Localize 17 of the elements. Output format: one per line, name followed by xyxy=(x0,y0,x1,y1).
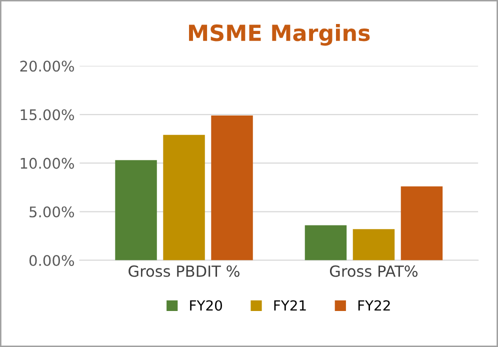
bar xyxy=(211,115,253,260)
legend-label: FY22 xyxy=(358,300,390,311)
legend-label: FY21 xyxy=(274,300,306,311)
bar xyxy=(163,134,205,260)
x-tick-label: Gross PBDIT % xyxy=(128,265,240,277)
y-tick-label: 20.00% xyxy=(20,60,74,72)
y-tick-label: 0.00% xyxy=(29,254,74,266)
bar xyxy=(352,229,395,260)
chart-title: MSME Margins xyxy=(189,24,370,46)
y-tick-label: 10.00% xyxy=(20,158,74,169)
legend-label: FY20 xyxy=(190,300,222,311)
y-tick-label: 5.00% xyxy=(30,206,74,218)
y-tick-label: 15.00% xyxy=(20,109,74,120)
bar xyxy=(400,186,443,260)
x-tick-label: Gross PAT% xyxy=(330,265,418,277)
bar xyxy=(115,160,157,260)
bar xyxy=(304,225,347,260)
